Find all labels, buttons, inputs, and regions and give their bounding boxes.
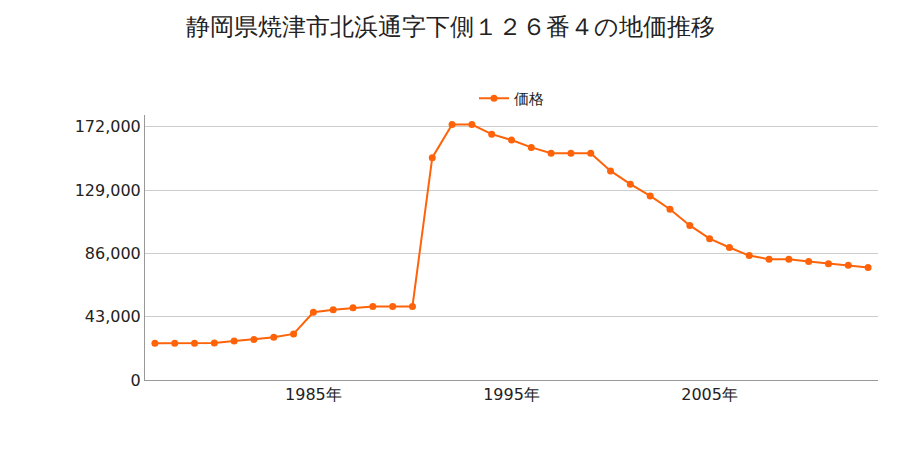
svg-text:129,000: 129,000: [75, 181, 141, 200]
svg-text:172,000: 172,000: [75, 117, 141, 136]
svg-text:1995年: 1995年: [483, 385, 540, 404]
svg-text:86,000: 86,000: [85, 244, 141, 263]
svg-text:価格: 価格: [514, 90, 544, 108]
svg-text:1985年: 1985年: [285, 385, 342, 404]
svg-text:2005年: 2005年: [681, 385, 738, 404]
svg-text:43,000: 43,000: [85, 307, 141, 326]
svg-text:静岡県焼津市北浜通字下側１２６番４の地価推移: 静岡県焼津市北浜通字下側１２６番４の地価推移: [186, 13, 715, 41]
svg-text:0: 0: [131, 371, 141, 390]
